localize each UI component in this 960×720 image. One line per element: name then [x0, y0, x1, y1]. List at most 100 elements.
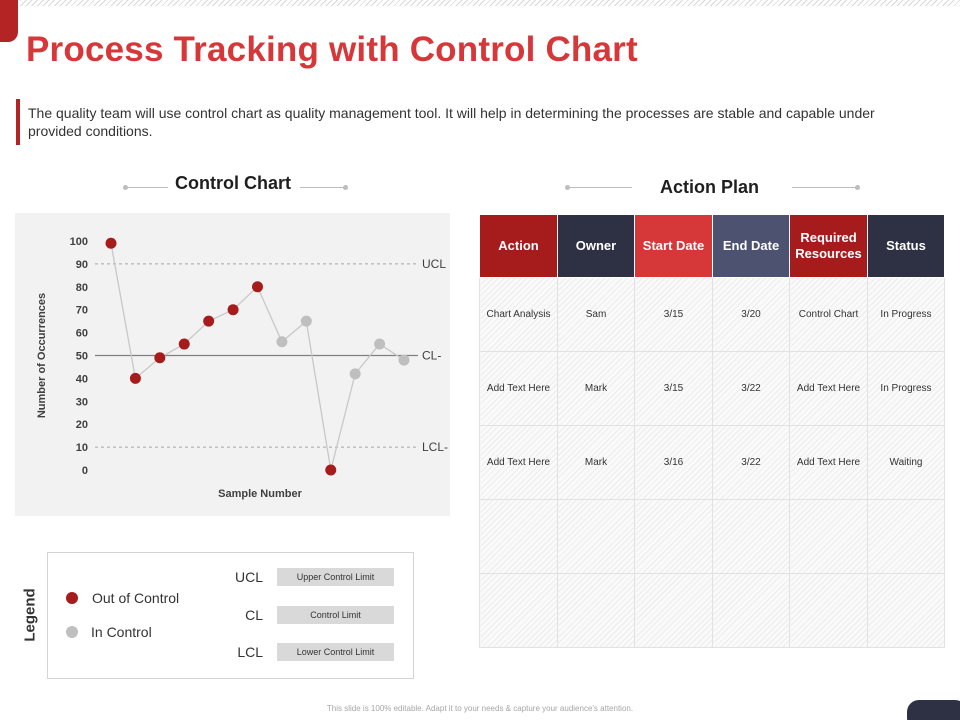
out-of-control-point [252, 281, 263, 293]
ucl-label: UCL [422, 257, 446, 271]
description-accent-bar [16, 99, 20, 145]
legend-cl-desc: Control Limit [277, 606, 394, 624]
y-tick-label: 20 [76, 419, 88, 431]
description: The quality team will use control chart … [28, 105, 875, 139]
out-of-control-point [227, 304, 239, 316]
page-badge [907, 700, 960, 720]
cell-resources [789, 499, 868, 574]
y-tick-label: 60 [76, 328, 88, 340]
cell-status: In Progress [867, 351, 945, 426]
out-of-control-point [154, 352, 166, 364]
legend-lcl: LCL [237, 644, 263, 660]
in-control-point [276, 336, 288, 348]
y-tick-label: 50 [76, 351, 88, 363]
cell-end-date: 3/20 [712, 277, 790, 352]
y-tick-label: 10 [76, 442, 88, 454]
header-end-date: End Date [712, 214, 790, 278]
y-tick-label: 80 [76, 282, 88, 294]
decor-dot-left [565, 185, 570, 190]
y-tick-label: 40 [76, 373, 88, 385]
cell-start-date: 3/15 [634, 351, 713, 426]
legend-title: Legend [21, 588, 39, 642]
in-control-point [398, 354, 410, 366]
out-of-control-marker [66, 592, 78, 604]
legend-lcl-desc: Lower Control Limit [277, 643, 394, 661]
decor-line-left [126, 187, 168, 188]
cell-end-date [712, 573, 790, 648]
cell-owner: Mark [557, 425, 635, 500]
cell-owner [557, 499, 635, 574]
cell-end-date [712, 499, 790, 574]
chart-panel: UCL CL- LCL- 0 10 20 30 40 50 60 70 80 90 100 Number… [15, 213, 450, 516]
y-tick-label: 0 [82, 465, 88, 477]
cell-action [479, 573, 558, 648]
cell-end-date: 3/22 [712, 351, 790, 426]
cell-status [867, 499, 945, 574]
in-control-label: In Control [91, 624, 152, 640]
header-status: Status [867, 214, 945, 278]
y-axis-label: Number of Occurrences [36, 293, 48, 418]
cell-end-date: 3/22 [712, 425, 790, 500]
cell-resources: Control Chart [789, 277, 868, 352]
cell-resources: Add Text Here [789, 351, 868, 426]
cell-start-date: 3/16 [634, 425, 713, 500]
table-row [479, 573, 945, 648]
table-row: Add Text Here Mark 3/15 3/22 Add Text He… [479, 351, 945, 426]
header-action: Action [479, 214, 558, 278]
decor-dot-right [855, 185, 860, 190]
table-row: Chart Analysis Sam 3/15 3/20 Control Cha… [479, 277, 945, 352]
decor-dot-left [123, 185, 128, 190]
page-title: Process Tracking with Control Chart [26, 30, 638, 69]
cell-start-date: 3/15 [634, 277, 713, 352]
header-owner: Owner [557, 214, 635, 278]
control-chart-heading: Control Chart [175, 173, 291, 193]
cell-start-date [634, 499, 713, 574]
cell-status: Waiting [867, 425, 945, 500]
cell-resources: Add Text Here [789, 425, 868, 500]
cell-status: In Progress [867, 277, 945, 352]
cell-owner: Sam [557, 277, 635, 352]
cell-resources [789, 573, 868, 648]
header-start-date: Start Date [634, 214, 713, 278]
y-tick-label: 90 [76, 259, 88, 271]
control-chart: UCL CL- LCL- 0 10 20 30 40 50 60 70 80 90 100 Number… [36, 236, 448, 500]
cl-label: CL- [422, 349, 441, 363]
x-axis-label: Sample Number [218, 488, 302, 500]
out-of-control-point [203, 315, 215, 327]
out-of-control-point [178, 338, 190, 350]
table-header-row: Action Owner Start Date End Date Require… [479, 214, 945, 278]
decor-dot-right [343, 185, 348, 190]
table-row [479, 499, 945, 574]
legend-ucl-desc: Upper Control Limit [277, 568, 394, 586]
decor-line-right [300, 187, 345, 188]
corner-accent [0, 0, 18, 42]
in-control-point [300, 315, 312, 327]
top-stripe [20, 0, 960, 6]
footer-note: This slide is 100% editable. Adapt it to… [326, 704, 634, 713]
decor-line-left [568, 187, 632, 188]
cell-status [867, 573, 945, 648]
action-plan-table: Action Owner Start Date End Date Require… [479, 214, 945, 648]
out-of-control-label: Out of Control [92, 590, 180, 606]
y-tick-label: 100 [70, 236, 88, 248]
lcl-label: LCL- [422, 440, 448, 454]
in-control-point [374, 338, 386, 350]
action-plan-heading: Action Plan [660, 177, 760, 197]
in-control-point [349, 368, 361, 380]
legend-cl: CL [245, 607, 263, 623]
cell-start-date [634, 573, 713, 648]
header-required-resources: Required Resources [789, 214, 868, 278]
out-of-control-point [105, 237, 117, 249]
y-tick-label: 30 [76, 396, 88, 408]
decor-line-right [792, 187, 856, 188]
out-of-control-point [325, 464, 337, 476]
cell-action [479, 499, 558, 574]
cell-action: Add Text Here [479, 425, 558, 500]
cell-owner [557, 573, 635, 648]
y-tick-label: 70 [76, 305, 88, 317]
cell-owner: Mark [557, 351, 635, 426]
legend-ucl: UCL [234, 569, 263, 585]
table-row: Add Text Here Mark 3/16 3/22 Add Text He… [479, 425, 945, 500]
out-of-control-point [129, 372, 141, 384]
cell-action: Add Text Here [479, 351, 558, 426]
